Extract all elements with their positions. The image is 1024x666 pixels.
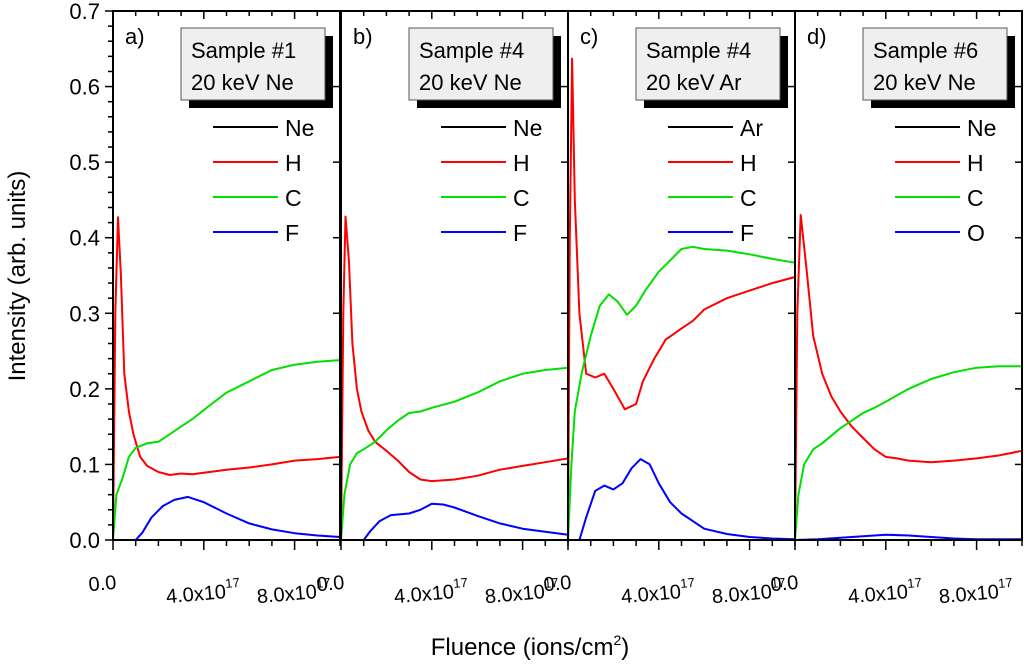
y-tick-label: 0.5: [69, 150, 100, 175]
info-box: [408, 27, 554, 101]
legend-label-C: C: [967, 185, 984, 211]
x-tick-label: 0.0: [316, 572, 346, 596]
panel-d: 0.0 4.0x1017 8.0x1017 d) Sample #6 20 keV Ne N…: [770, 10, 1023, 608]
legend-label-F: F: [740, 220, 754, 246]
x-tick-label: 8.0x1017: [711, 575, 788, 608]
panel-label: d): [807, 24, 827, 49]
y-tick-label: 0.2: [69, 377, 100, 402]
info-box-line: 20 keV Ne: [419, 70, 522, 95]
y-axis-label: Intensity (arb. units): [4, 171, 31, 382]
x-tick-label: 4.0x1017: [393, 575, 470, 608]
legend-label-O: O: [967, 220, 985, 246]
y-tick-label: 0.6: [69, 75, 100, 100]
series-line-H: [340, 215, 569, 541]
legend-label-Ne: Ne: [513, 115, 542, 141]
series-line-F: [341, 502, 569, 541]
panel-label: a): [125, 24, 145, 49]
info-box-line: 20 keV Ne: [873, 70, 976, 95]
x-axis-label: Fluence (ions/cm2): [431, 632, 630, 661]
panel-label: c): [580, 24, 598, 49]
legend-label-F: F: [513, 220, 527, 246]
x-tick-label: 8.0x1017: [256, 575, 333, 608]
info-box-line: 20 keV Ar: [646, 70, 741, 95]
x-tick-label: 0.0: [543, 572, 573, 596]
panel-c: 0.0 4.0x1017 8.0x1017 c) Sample #4 20 keV Ar A…: [543, 10, 796, 608]
series-line-C: [794, 365, 1022, 541]
series-line-C: [112, 359, 341, 541]
series-line-F: [113, 495, 341, 541]
legend-label-C: C: [740, 185, 757, 211]
info-box: [635, 27, 781, 101]
y-tick-label: 0.1: [69, 452, 100, 477]
legend-label-C: C: [285, 185, 302, 211]
legend-label-C: C: [513, 185, 530, 211]
info-box: [180, 27, 326, 101]
info-box-line: Sample #4: [419, 38, 524, 63]
series-line-H: [794, 214, 1023, 541]
x-tick-label: 0.0: [770, 572, 800, 596]
series-line-H: [567, 57, 796, 541]
series-line-C: [340, 366, 569, 541]
info-box-line: Sample #6: [873, 38, 978, 63]
y-tick-label: 0.0: [69, 528, 100, 553]
info-box: [862, 27, 1008, 101]
series-line-H: [112, 216, 341, 541]
panel-b: 0.0 4.0x1017 8.0x1017 b) Sample #4 20 keV Ne N…: [316, 10, 569, 608]
y-tick-label: 0.4: [69, 226, 100, 251]
info-box-line: Sample #4: [646, 38, 751, 63]
legend-label-Ne: Ne: [967, 115, 996, 141]
info-box-line: Sample #1: [191, 38, 296, 63]
x-tick-label: 8.0x1017: [484, 575, 561, 608]
legend-label-Ar: Ar: [740, 115, 763, 141]
x-tick-label: 0.0: [88, 572, 118, 596]
legend-label-H: H: [967, 150, 984, 176]
x-tick-label: 8.0x1017: [938, 575, 1015, 608]
legend-label-Ne: Ne: [285, 115, 314, 141]
info-box-line: 20 keV Ne: [191, 70, 294, 95]
panel-label: b): [353, 24, 373, 49]
x-tick-label: 4.0x1017: [847, 575, 924, 608]
x-tick-label: 4.0x1017: [620, 575, 697, 608]
legend-label-H: H: [285, 150, 302, 176]
legend-label-H: H: [740, 150, 757, 176]
x-tick-label: 4.0x1017: [165, 575, 242, 608]
legend-label-H: H: [513, 150, 530, 176]
series-line-F: [568, 458, 796, 541]
series-line-C: [567, 245, 796, 541]
y-tick-label: 0.7: [69, 0, 100, 24]
legend-label-F: F: [285, 220, 299, 246]
panel-a: 0.0 4.0x1017 8.0x1017 a) Sample #1 20 keV Ne N…: [88, 10, 341, 608]
y-tick-label: 0.3: [69, 301, 100, 326]
